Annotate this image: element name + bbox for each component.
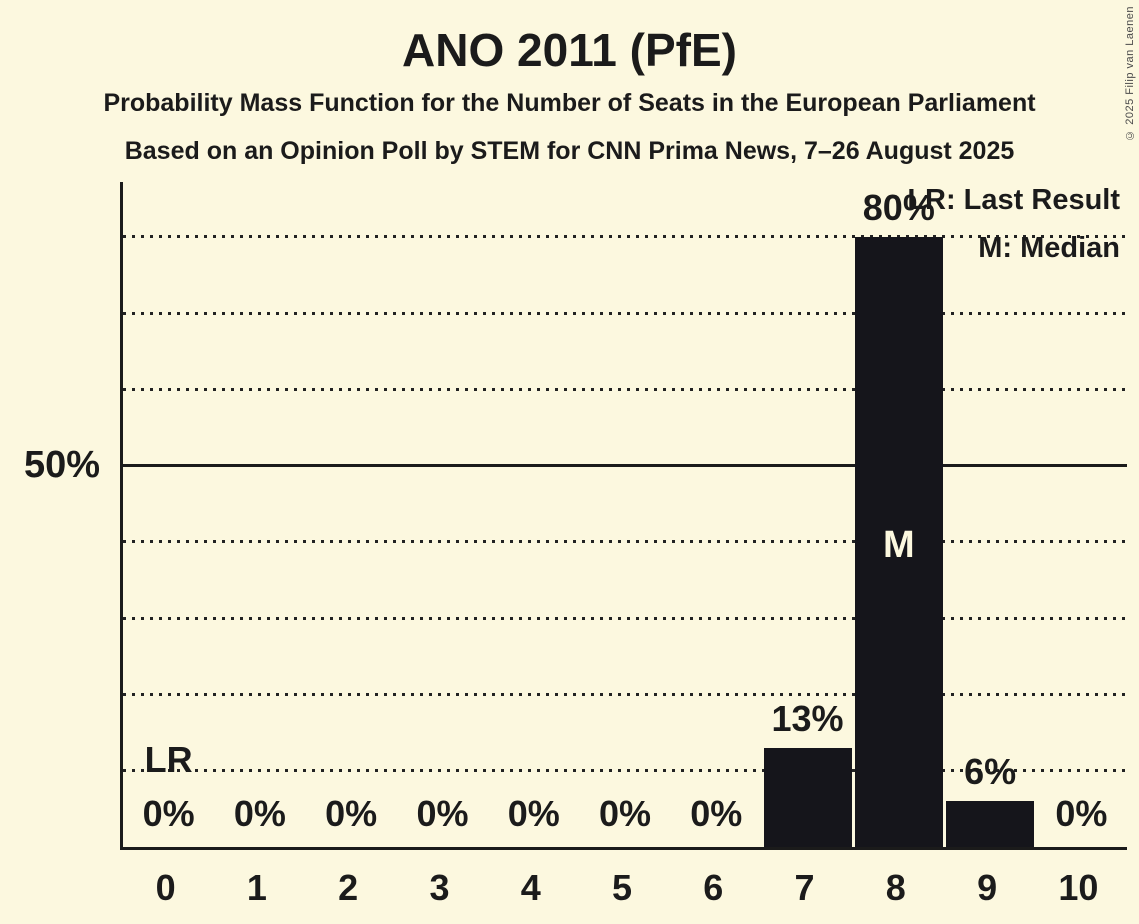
chart-subtitle: Probability Mass Function for the Number… [103,89,1036,117]
bar-value-label-9: 6% [964,751,1017,793]
bar-value-label-10: 0% [1055,793,1108,834]
gridline-30pct [123,616,1127,620]
x-tick-label-6: 6 [703,867,724,908]
bar-value-label-7: 13% [771,697,844,739]
x-tick-label-7: 7 [794,867,815,908]
copyright-notice: © 2025 Filip van Laenen [1124,6,1136,141]
gridline-60pct [123,387,1127,391]
x-tick-label-8: 8 [885,867,906,908]
gridline-40pct [123,540,1127,544]
bar-value-label-8: 80% [862,186,935,228]
last-result-marker: LR [144,739,193,780]
bar-value-label-6: 0% [690,793,743,834]
x-tick-label-2: 2 [338,867,359,908]
bar-seats-9 [946,801,1035,847]
bar-value-label-3: 0% [416,793,469,834]
x-tick-label-1: 1 [246,867,267,908]
bar-value-label-1: 0% [233,793,286,834]
legend: LR: Last Result M: Median [907,176,1120,272]
x-tick-label-4: 4 [520,867,541,908]
gridline-50pct [123,464,1127,468]
x-tick-label-9: 9 [977,867,998,908]
gridline-20pct [123,692,1127,696]
x-tick-label-5: 5 [611,867,633,908]
gridline-70pct [123,311,1127,315]
bar-value-label-5: 0% [598,793,652,834]
x-tick-label-0: 0 [155,867,176,908]
y-axis-tick-label: 50% [23,444,100,486]
legend-item-last-result: LR: Last Result [907,184,1120,216]
x-tick-label-3: 3 [429,867,450,908]
legend-item-median: M: Median [978,232,1120,264]
bar-seats-7 [763,747,852,847]
chart-title: ANO 2011 (PfE) [402,24,737,76]
bar-value-label-4: 0% [507,793,560,834]
gridline-80pct [123,235,1127,239]
plot-area: LR 0% 0% 0% 0% 0% 0% 0% 13% 80% 6% 0% M [120,182,1127,850]
x-axis-labels: 0 1 2 3 4 5 6 7 8 9 10 [120,868,1124,912]
x-tick-label-10: 10 [1058,867,1099,908]
bar-value-label-2: 0% [325,793,378,834]
median-marker: M [882,524,915,566]
gridline-10pct [123,769,1127,773]
bar-seats-8 [854,236,943,847]
bar-value-label-0: 0% [142,793,195,834]
chart-source-line: Based on an Opinion Poll by STEM for CNN… [124,137,1015,165]
